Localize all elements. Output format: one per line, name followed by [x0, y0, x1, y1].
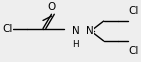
Text: N: N [72, 26, 79, 36]
Text: N: N [86, 26, 93, 36]
Text: O: O [47, 2, 56, 12]
Text: Cl: Cl [128, 6, 138, 16]
Text: Cl: Cl [3, 23, 13, 34]
Text: Cl: Cl [128, 46, 138, 56]
Text: H: H [72, 40, 79, 49]
